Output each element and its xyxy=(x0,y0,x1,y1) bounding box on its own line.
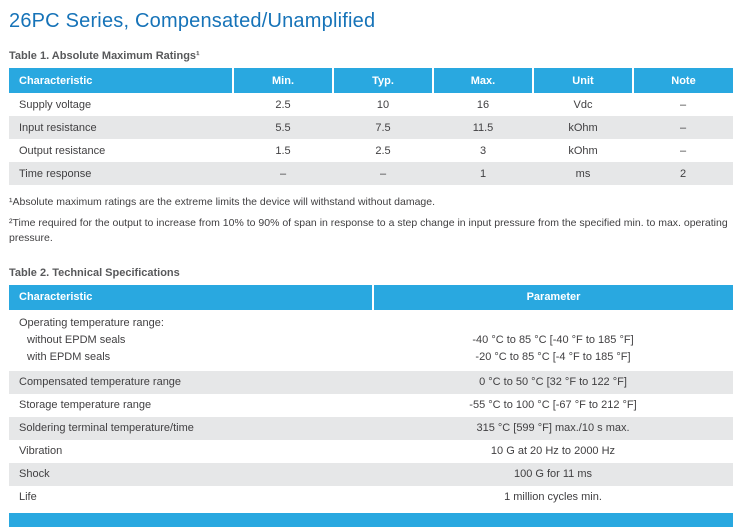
column-header: Max. xyxy=(433,68,534,93)
cell: Supply voltage xyxy=(19,98,92,111)
cell: 16 xyxy=(476,98,490,111)
characteristic-line: Operating temperature range: xyxy=(19,316,164,329)
footnote-2: ²Time required for the output to increas… xyxy=(9,217,728,245)
column-header: Characteristic xyxy=(9,68,234,93)
cell: 0 °C to 50 °C [32 °F to 122 °F] xyxy=(479,376,627,389)
column-header: Note xyxy=(633,68,733,93)
cell: Life xyxy=(19,491,37,504)
table-row: Vibration 10 G at 20 Hz to 2000 Hz xyxy=(9,440,733,463)
cell: 100 G for 11 ms xyxy=(513,468,593,481)
page-title: 26PC Series, Compensated/Unamplified xyxy=(9,10,376,32)
cell: ms xyxy=(575,167,591,180)
cell: Time response xyxy=(19,167,92,180)
cell: 1 million cycles min. xyxy=(504,491,602,504)
cell: Operating temperature range: without EPD… xyxy=(9,310,373,371)
cell: Vibration xyxy=(19,445,63,458)
cell: 1 xyxy=(479,167,487,180)
table1-caption: Table 1. Absolute Maximum Ratings¹ xyxy=(9,50,200,62)
cell: -55 °C to 100 °C [-67 °F to 212 °F] xyxy=(469,399,637,412)
cell: – xyxy=(679,98,687,111)
cell: 2.5 xyxy=(375,144,391,157)
table2-caption: Table 2. Technical Specifications xyxy=(9,266,180,279)
cell: – xyxy=(379,167,387,180)
cell: 5.5 xyxy=(275,121,291,134)
cell: – xyxy=(279,167,287,180)
footnote-1: ¹Absolute maximum ratings are the extrem… xyxy=(9,196,436,208)
table-row: Shock 100 G for 11 ms xyxy=(9,462,733,486)
cell: Storage temperature range xyxy=(19,399,152,412)
characteristic-subline: with EPDM seals xyxy=(27,350,111,363)
table-header-row: Characteristic Parameter xyxy=(9,284,733,310)
table-row: Supply voltage 2.5 10 16 Vdc – xyxy=(9,93,733,116)
table-row: Soldering terminal temperature/time 315 … xyxy=(9,416,733,440)
cell: Soldering terminal temperature/time xyxy=(19,422,194,435)
cell: Compensated temperature range xyxy=(19,376,182,389)
table-row: Compensated temperature range 0 °C to 50… xyxy=(9,370,733,394)
cell: Vdc xyxy=(573,98,593,111)
cell: Input resistance xyxy=(19,121,97,134)
table-row: Input resistance 5.5 7.5 11.5 kOhm – xyxy=(9,116,733,139)
cell: 7.5 xyxy=(375,121,391,134)
cell: kOhm xyxy=(568,121,598,134)
column-header: Parameter xyxy=(373,284,733,310)
cell: 10 xyxy=(376,98,390,111)
column-header: Min. xyxy=(233,68,334,93)
cell: 11.5 xyxy=(472,121,494,134)
cell: 1.5 xyxy=(275,144,291,157)
cell: 3 xyxy=(479,144,487,157)
cell: -40 °C to 85 °C [-40 °F to 185 °F] -20 °… xyxy=(373,310,733,371)
technical-specifications-table: Characteristic Parameter Operating tempe… xyxy=(9,284,733,509)
cell: 10 G at 20 Hz to 2000 Hz xyxy=(490,445,616,458)
cell: Shock xyxy=(19,468,50,481)
cell: 315 °C [599 °F] max./10 s max. xyxy=(476,422,630,435)
next-table-header-cutoff xyxy=(9,512,733,527)
table-row: Output resistance 1.5 2.5 3 kOhm – xyxy=(9,139,733,162)
parameter-line: -20 °C to 85 °C [-4 °F to 185 °F] xyxy=(475,350,631,363)
cell: kOhm xyxy=(568,144,598,157)
table-row: Life 1 million cycles min. xyxy=(9,486,733,509)
column-header: Typ. xyxy=(333,68,434,93)
characteristic-subline: without EPDM seals xyxy=(27,333,126,346)
absolute-maximum-ratings-table: Characteristic Min. Typ. Max. Unit Note … xyxy=(9,68,733,185)
cell: 2 xyxy=(679,167,687,180)
table-header-row: Characteristic Min. Typ. Max. Unit Note xyxy=(9,68,733,93)
cell: – xyxy=(679,121,687,134)
cell: 2.5 xyxy=(275,98,291,111)
table-row: Time response – – 1 ms 2 xyxy=(9,162,733,185)
column-header: Unit xyxy=(533,68,634,93)
table-row: Storage temperature range -55 °C to 100 … xyxy=(9,394,733,417)
column-header: Characteristic xyxy=(9,284,374,310)
cell: Output resistance xyxy=(19,144,106,157)
parameter-line: -40 °C to 85 °C [-40 °F to 185 °F] xyxy=(472,333,634,346)
cell: – xyxy=(679,144,687,157)
table-row: Operating temperature range: without EPD… xyxy=(9,310,733,371)
